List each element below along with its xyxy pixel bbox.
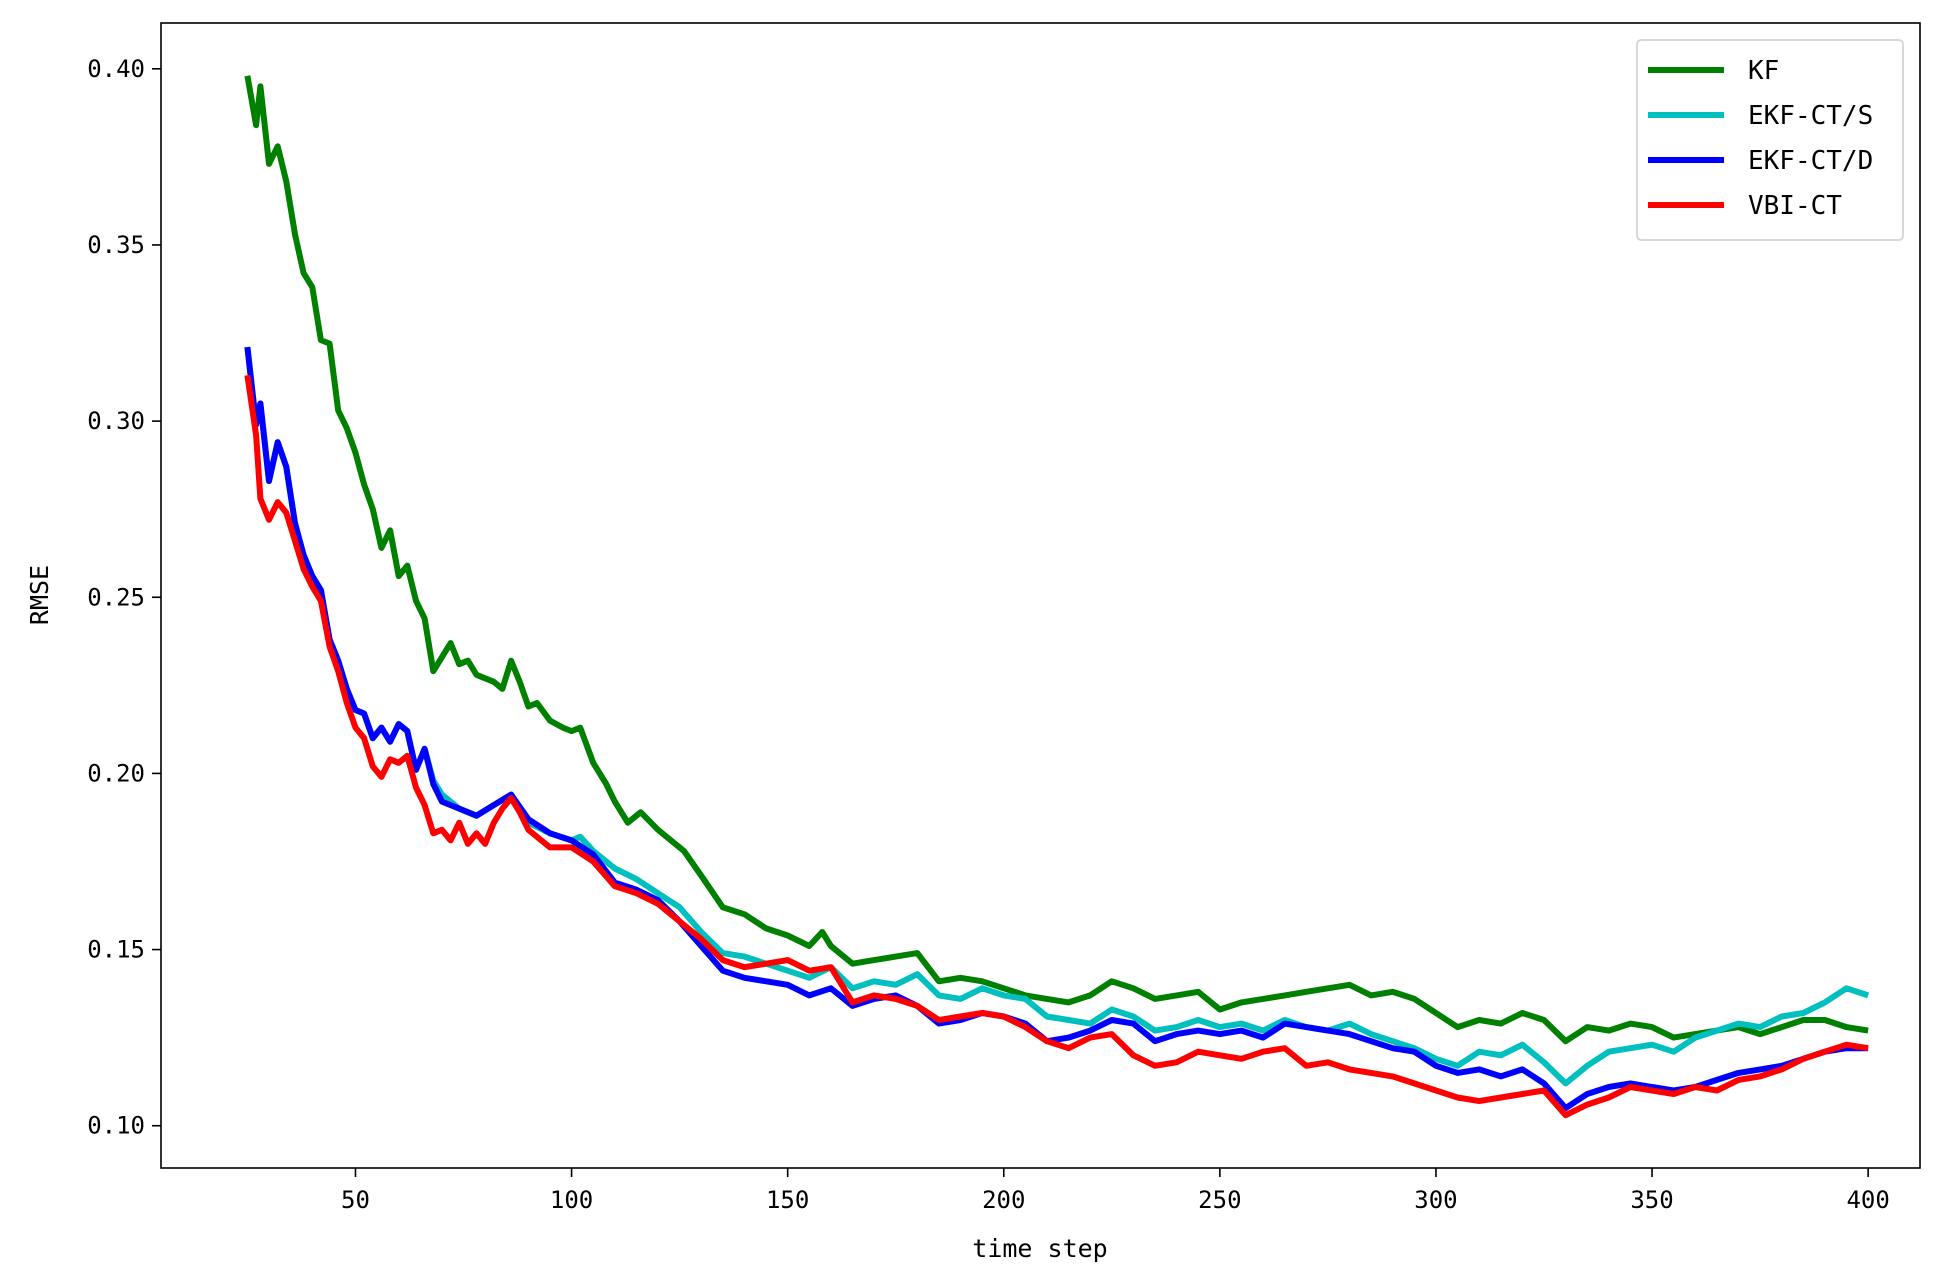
y-tick-label: 0.10 xyxy=(87,1112,145,1140)
y-tick-label: 0.25 xyxy=(87,583,145,611)
x-tick-label: 50 xyxy=(341,1186,370,1214)
x-axis-label: time step xyxy=(972,1234,1107,1263)
y-tick-label: 0.35 xyxy=(87,231,145,259)
legend-label-3: VBI-CT xyxy=(1748,191,1842,221)
legend-label-0: KF xyxy=(1748,56,1779,86)
y-axis-label: RMSE xyxy=(25,565,54,625)
x-tick-label: 300 xyxy=(1414,1186,1457,1214)
x-tick-label: 350 xyxy=(1630,1186,1673,1214)
legend: KF EKF-CT/S EKF-CT/D VBI-CT xyxy=(1636,39,1904,241)
x-tick-label: 100 xyxy=(550,1186,593,1214)
x-tick-label: 150 xyxy=(766,1186,809,1214)
series-line-2 xyxy=(244,346,1869,1112)
x-axis: 50 100 150 200 250 300 350 400 xyxy=(341,1168,1890,1214)
plot-frame xyxy=(160,22,1921,1169)
legend-label-1: EKF-CT/S xyxy=(1748,101,1873,131)
y-tick-label: 0.30 xyxy=(87,407,145,435)
x-tick-label: 250 xyxy=(1198,1186,1241,1214)
y-tick-label: 0.40 xyxy=(87,55,145,83)
series-line-0 xyxy=(244,75,1869,1045)
series-line-3 xyxy=(244,374,1869,1119)
x-tick-label: 400 xyxy=(1846,1186,1889,1214)
y-tick-label: 0.20 xyxy=(87,759,145,787)
x-tick-label: 200 xyxy=(982,1186,1025,1214)
y-axis: 0.10 0.15 0.20 0.25 0.30 0.35 0.40 xyxy=(87,55,161,1140)
legend-box xyxy=(1636,39,1904,241)
legend-label-2: EKF-CT/D xyxy=(1748,146,1873,176)
series-layer xyxy=(244,75,1870,1119)
y-tick-label: 0.15 xyxy=(87,936,145,964)
